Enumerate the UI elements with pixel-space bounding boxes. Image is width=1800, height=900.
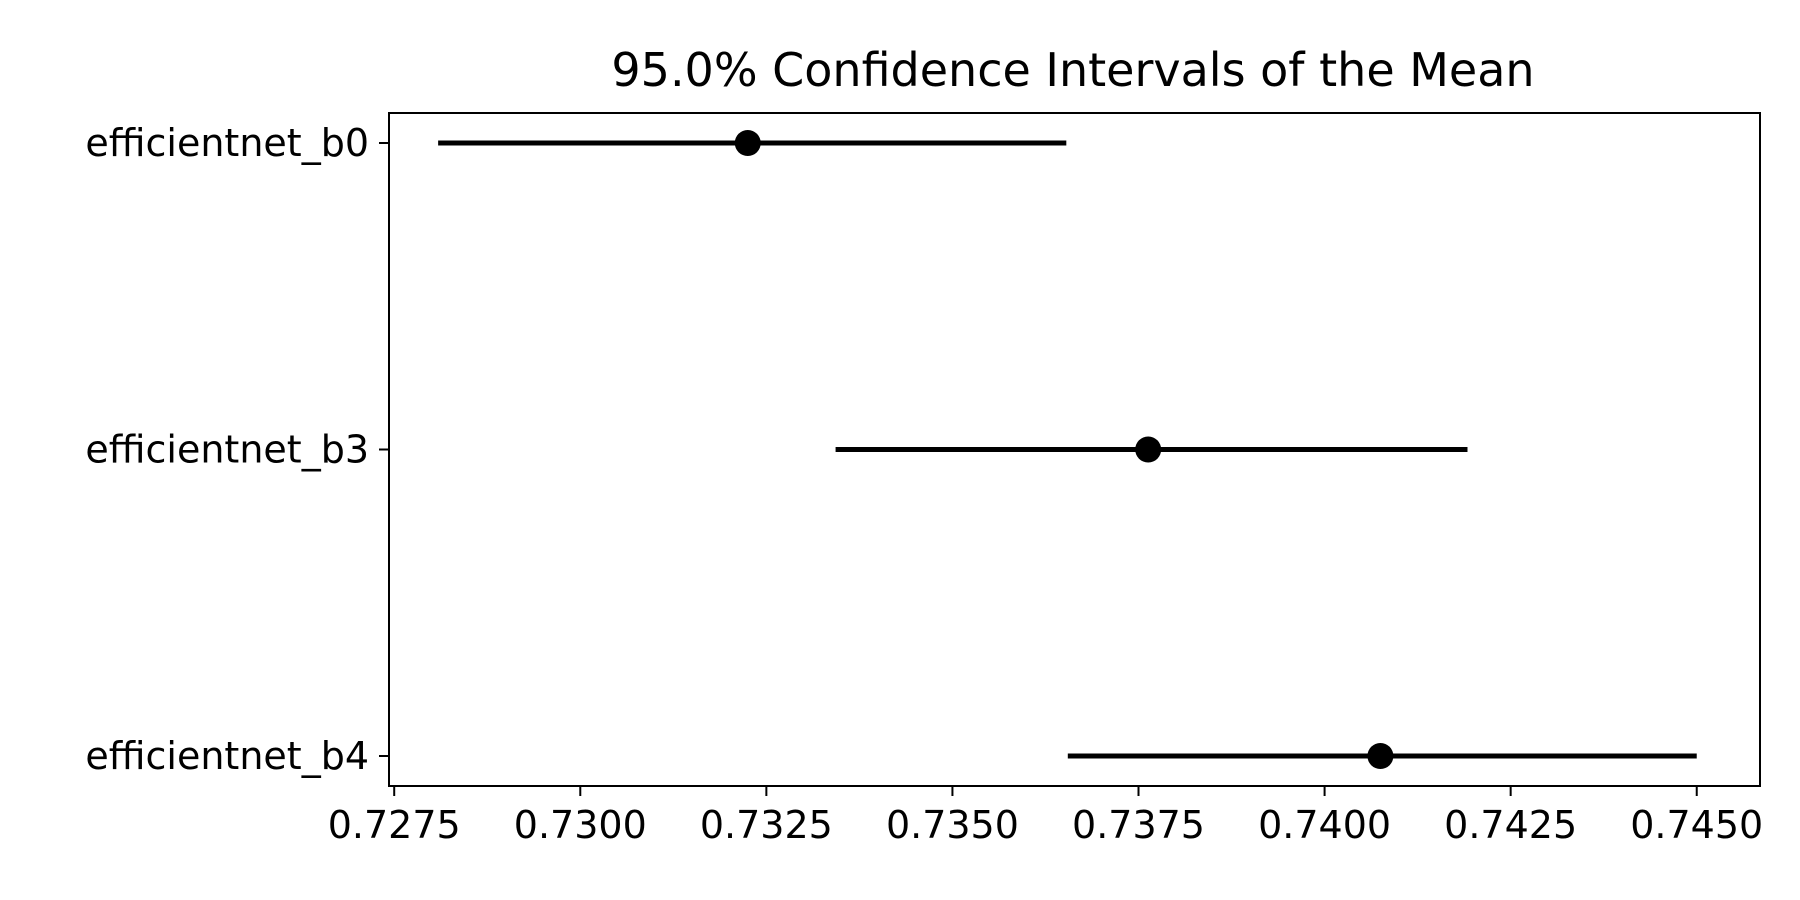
- y-tick-label-efficientnet_b3: efficientnet_b3: [85, 428, 369, 472]
- x-axis: 0.7275 0.7300 0.7325 0.7350 0.7375 0.7400 0.74…: [328, 786, 1763, 847]
- x-tick-label-0.7300: 0.7300: [514, 803, 647, 847]
- chart-title: 95.0% Confidence Intervals of the Mean: [611, 43, 1534, 97]
- mean-point-efficientnet_b4: [1367, 743, 1394, 769]
- y-axis: efficientnet_b0 efficientnet_b3 efficientn…: [85, 121, 389, 778]
- x-tick-label-0.7450: 0.7450: [1630, 803, 1763, 847]
- x-tick-label-0.7375: 0.7375: [1072, 803, 1205, 847]
- x-tick-label-0.7325: 0.7325: [700, 803, 833, 847]
- y-tick-label-efficientnet_b4: efficientnet_b4: [85, 734, 369, 778]
- mean-point-efficientnet_b3: [1135, 436, 1162, 463]
- x-tick-label-0.7425: 0.7425: [1444, 803, 1577, 847]
- plot-marks: [438, 130, 1697, 769]
- x-tick-label-0.7275: 0.7275: [328, 803, 461, 847]
- y-tick-label-efficientnet_b0: efficientnet_b0: [85, 121, 369, 165]
- mean-point-efficientnet_b0: [734, 130, 761, 156]
- x-tick-label-0.7350: 0.7350: [886, 803, 1019, 847]
- x-tick-label-0.7400: 0.7400: [1258, 803, 1391, 847]
